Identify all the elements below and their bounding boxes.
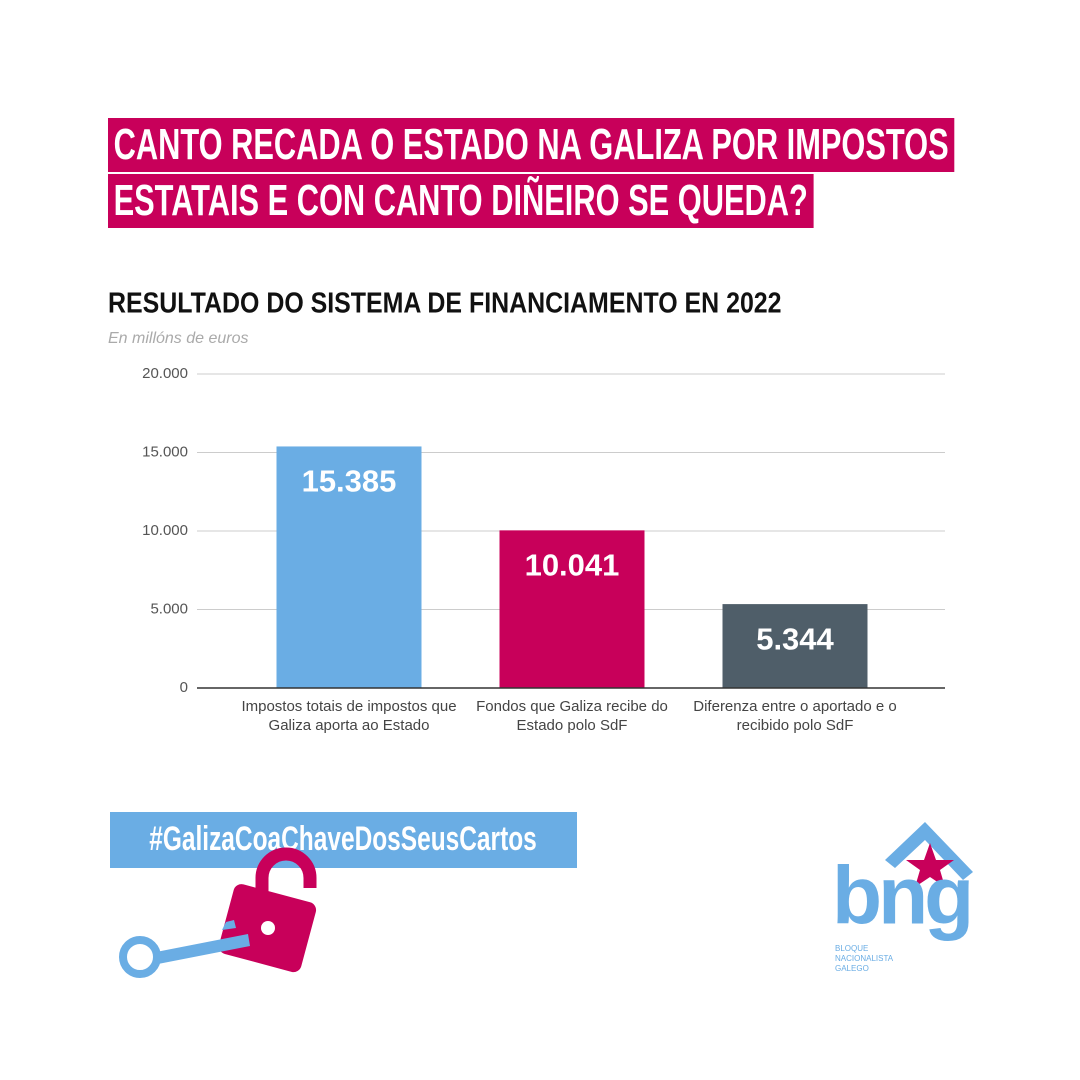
x-tick-label: Fondos que Galiza recibe do Estado polo … <box>476 698 668 734</box>
bar <box>499 530 645 688</box>
y-tick-label: 15.000 <box>142 443 188 460</box>
value-label: 15.385 <box>302 464 397 499</box>
headline-line: CANTO RECADA O ESTADO NA GALIZA POR IMPO… <box>108 118 955 172</box>
chart-subtitle: En millóns de euros <box>108 330 249 347</box>
keyhole <box>261 921 275 935</box>
value-label: 5.344 <box>756 621 834 656</box>
key-shaft <box>156 920 250 964</box>
logo-subtitle: NACIONALISTA <box>835 954 894 963</box>
y-tick-label: 0 <box>180 679 188 696</box>
logo-name: bng <box>832 851 970 942</box>
headline-line: ESTATAIS E CON CANTO DIÑEIRO SE QUEDA? <box>108 174 814 228</box>
y-tick-label: 10.000 <box>142 522 188 539</box>
bar <box>722 604 868 688</box>
x-tick-label: Diferenza entre o aportado e o recibido … <box>693 698 897 734</box>
logo-subtitle: BLOQUE <box>835 944 868 953</box>
chart-title: RESULTADO DO SISTEMA DE FINANCIAMENTO EN… <box>108 287 782 319</box>
value-label: 10.041 <box>525 548 620 583</box>
x-tick-label: Impostos totais de impostos que Galiza a… <box>241 698 457 734</box>
lock-shackle <box>255 847 317 900</box>
logo-star <box>906 843 954 887</box>
hashtag: #GalizaCoaChaveDosSeusCartos <box>149 820 537 858</box>
logo-roof <box>885 822 973 880</box>
key-ring <box>119 936 161 978</box>
hashtag-box <box>110 812 577 868</box>
bar <box>276 446 422 688</box>
logo-subtitle: GALEGO <box>835 964 869 973</box>
y-tick-label: 5.000 <box>150 600 188 617</box>
y-tick-label: 20.000 <box>142 365 188 382</box>
